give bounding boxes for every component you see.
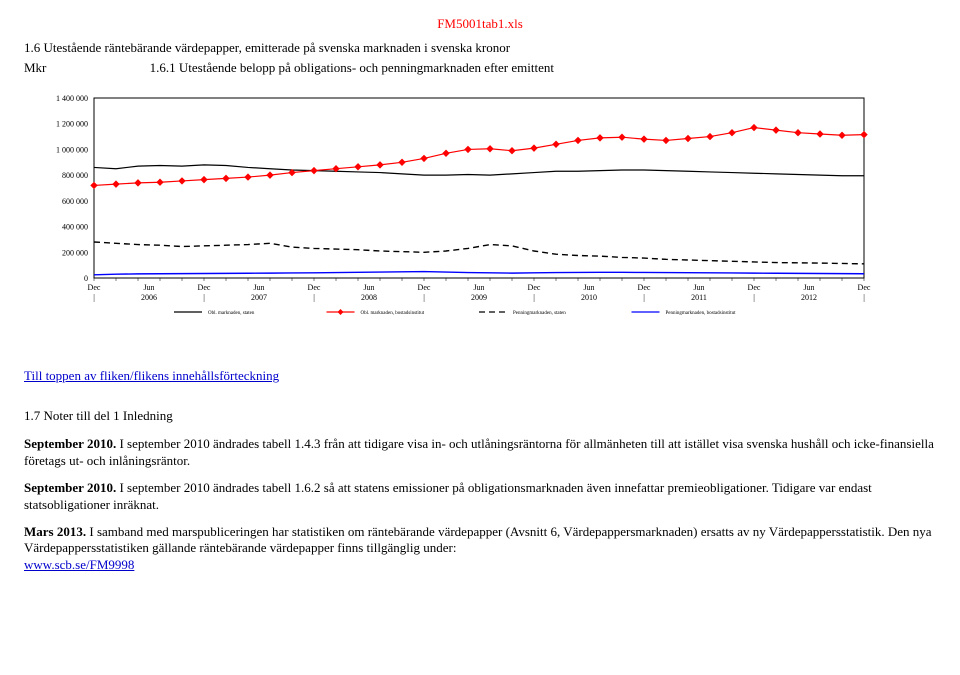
svg-text:|: | — [423, 293, 425, 302]
svg-text:Dec: Dec — [88, 283, 101, 292]
notes-title: 1.7 Noter till del 1 Inledning — [24, 408, 936, 424]
svg-text:|: | — [533, 293, 535, 302]
svg-text:Jun: Jun — [143, 283, 154, 292]
svg-text:2011: 2011 — [691, 293, 707, 302]
svg-text:600 000: 600 000 — [62, 197, 88, 206]
svg-text:Jun: Jun — [693, 283, 704, 292]
svg-text:800 000: 800 000 — [62, 171, 88, 180]
svg-text:Jun: Jun — [473, 283, 484, 292]
note-2-lead: September 2010. — [24, 480, 116, 495]
svg-text:Jun: Jun — [363, 283, 374, 292]
svg-text:|: | — [93, 293, 95, 302]
svg-text:|: | — [753, 293, 755, 302]
note-2: September 2010. I september 2010 ändrade… — [24, 480, 936, 514]
note-2-rest: I september 2010 ändrades tabell 1.6.2 s… — [24, 480, 872, 512]
svg-text:Jun: Jun — [583, 283, 594, 292]
toc-link[interactable]: Till toppen av fliken/flikens innehållsf… — [24, 368, 279, 383]
note-3-rest: I samband med marspubliceringen har stat… — [24, 524, 932, 556]
chart-subtitle: 1.6.1 Utestående belopp på obligations- … — [150, 60, 554, 75]
breadcrumb-filename: FM5001tab1.xls — [24, 16, 936, 32]
svg-text:2006: 2006 — [141, 293, 157, 302]
svg-text:|: | — [643, 293, 645, 302]
svg-text:2008: 2008 — [361, 293, 377, 302]
svg-text:Jun: Jun — [253, 283, 264, 292]
svg-text:|: | — [203, 293, 205, 302]
svg-text:200 000: 200 000 — [62, 248, 88, 257]
svg-text:400 000: 400 000 — [62, 223, 88, 232]
svg-text:Penningmarknaden, bostadsinsti: Penningmarknaden, bostadsinstitut — [666, 311, 737, 316]
note-3-url[interactable]: www.scb.se/FM9998 — [24, 557, 134, 572]
svg-text:Dec: Dec — [308, 283, 321, 292]
section-title: 1.6 Utestående räntebärande värdepapper,… — [24, 40, 936, 56]
note-3-lead: Mars 2013. — [24, 524, 86, 539]
svg-text:0: 0 — [84, 274, 88, 283]
svg-text:2010: 2010 — [581, 293, 597, 302]
svg-text:Dec: Dec — [198, 283, 211, 292]
note-3: Mars 2013. I samband med marspublicering… — [24, 524, 936, 575]
svg-text:Obl. marknaden, bostadsinstitu: Obl. marknaden, bostadsinstitut — [361, 311, 425, 316]
svg-text:|: | — [313, 293, 315, 302]
svg-text:2012: 2012 — [801, 293, 817, 302]
chart: 0 200 000 400 000 600 000 800 000 1 000 000 1 … — [24, 88, 884, 348]
svg-text:Obl. marknaden, staten: Obl. marknaden, staten — [208, 311, 255, 316]
svg-text:1 200 000: 1 200 000 — [56, 120, 88, 129]
svg-text:Dec: Dec — [748, 283, 761, 292]
unit-label: Mkr — [24, 60, 46, 76]
svg-text:Penningmarknaden, staten: Penningmarknaden, staten — [513, 311, 566, 316]
svg-text:2009: 2009 — [471, 293, 487, 302]
svg-text:Jun: Jun — [803, 283, 814, 292]
svg-text:Dec: Dec — [418, 283, 431, 292]
svg-text:Dec: Dec — [638, 283, 651, 292]
note-1-rest: I september 2010 ändrades tabell 1.4.3 f… — [24, 436, 934, 468]
svg-text:1 400 000: 1 400 000 — [56, 94, 88, 103]
svg-text:2007: 2007 — [251, 293, 267, 302]
svg-text:|: | — [863, 293, 865, 302]
svg-text:Dec: Dec — [528, 283, 541, 292]
svg-text:1 000 000: 1 000 000 — [56, 145, 88, 154]
note-1-lead: September 2010. — [24, 436, 116, 451]
svg-text:Dec: Dec — [858, 283, 871, 292]
note-1: September 2010. I september 2010 ändrade… — [24, 436, 936, 470]
